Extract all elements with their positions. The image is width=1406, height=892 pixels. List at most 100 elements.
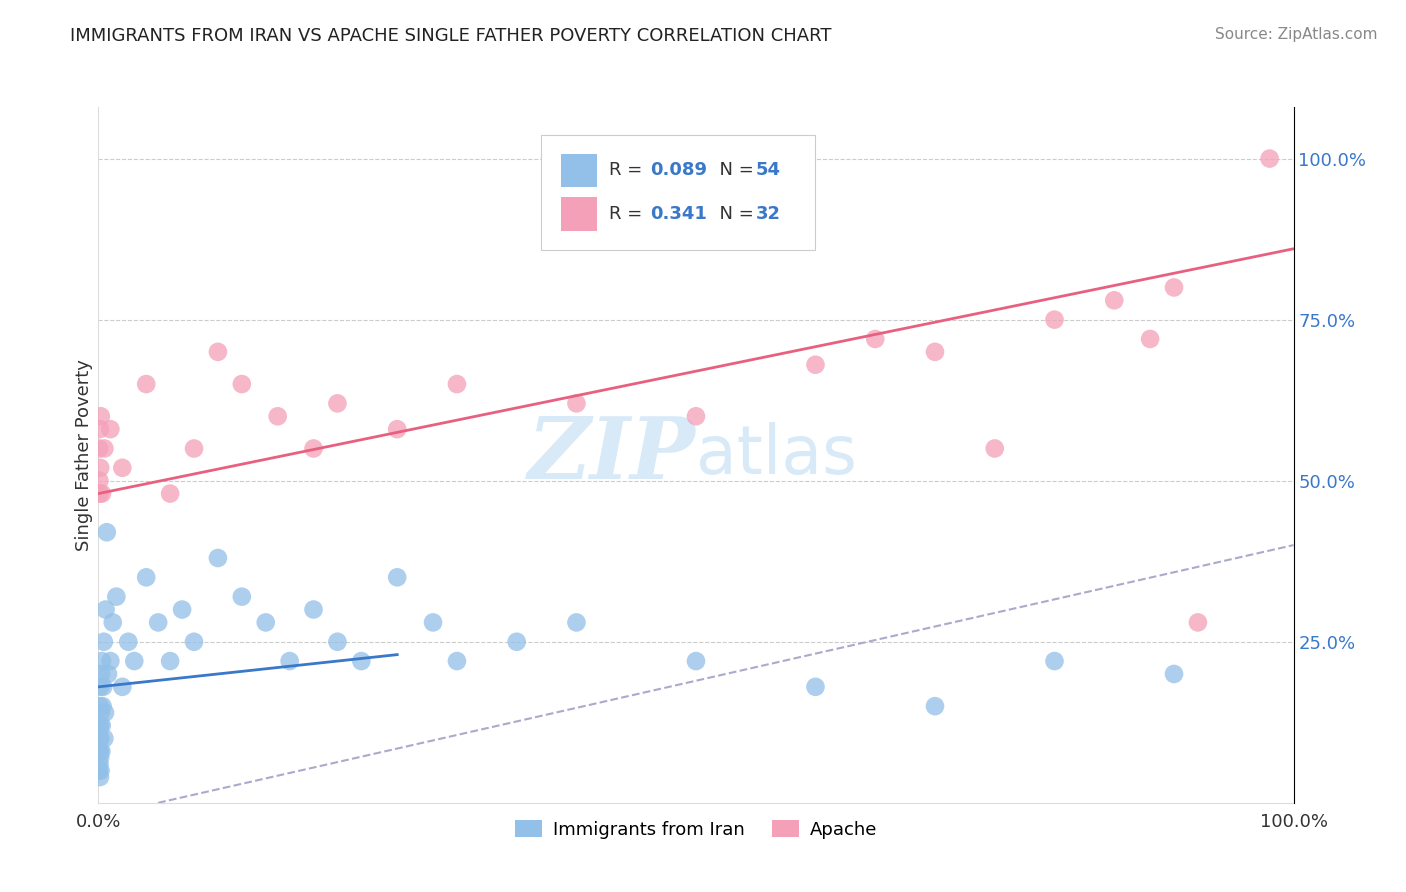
Point bbox=[1258, 152, 1281, 166]
Point bbox=[87, 764, 110, 778]
Point bbox=[183, 634, 205, 648]
Point bbox=[94, 706, 117, 720]
Point bbox=[1043, 654, 1066, 668]
Point bbox=[207, 551, 229, 566]
Point bbox=[565, 615, 588, 630]
Point bbox=[90, 744, 112, 758]
FancyBboxPatch shape bbox=[561, 197, 596, 231]
Point bbox=[446, 654, 468, 668]
Point bbox=[93, 634, 115, 648]
Point bbox=[135, 570, 157, 584]
Point bbox=[207, 344, 229, 359]
Point bbox=[90, 409, 112, 424]
Point bbox=[565, 396, 588, 410]
Point bbox=[89, 750, 111, 764]
Point bbox=[89, 718, 111, 732]
Point bbox=[159, 486, 181, 500]
Point bbox=[87, 442, 110, 456]
Point bbox=[111, 680, 134, 694]
Point bbox=[97, 667, 120, 681]
Point bbox=[231, 377, 253, 392]
Point bbox=[111, 460, 134, 475]
Point bbox=[89, 770, 111, 784]
Point bbox=[89, 680, 111, 694]
Point bbox=[89, 744, 111, 758]
Text: N =: N = bbox=[709, 205, 759, 223]
Point bbox=[446, 377, 468, 392]
Point bbox=[89, 731, 111, 746]
Point bbox=[98, 422, 122, 436]
Point bbox=[135, 377, 157, 392]
Point bbox=[89, 731, 111, 746]
Point bbox=[159, 654, 181, 668]
Point bbox=[385, 570, 409, 584]
Point bbox=[91, 654, 114, 668]
Point bbox=[93, 731, 115, 746]
Point bbox=[89, 460, 111, 475]
Point bbox=[94, 602, 117, 616]
Point bbox=[231, 590, 253, 604]
Point bbox=[1163, 280, 1185, 294]
Text: 54: 54 bbox=[756, 161, 780, 179]
Point bbox=[117, 634, 139, 648]
Point bbox=[1043, 312, 1066, 326]
Point bbox=[124, 654, 146, 668]
Point bbox=[89, 718, 111, 732]
Point bbox=[90, 706, 112, 720]
Point bbox=[90, 718, 112, 732]
Point bbox=[91, 699, 114, 714]
Point bbox=[93, 442, 115, 456]
Point bbox=[91, 680, 114, 694]
Point bbox=[865, 332, 887, 346]
Point bbox=[183, 442, 205, 456]
Point bbox=[302, 602, 325, 616]
Point bbox=[101, 615, 124, 630]
Point bbox=[1187, 615, 1209, 630]
Text: R =: R = bbox=[609, 161, 648, 179]
Text: IMMIGRANTS FROM IRAN VS APACHE SINGLE FATHER POVERTY CORRELATION CHART: IMMIGRANTS FROM IRAN VS APACHE SINGLE FA… bbox=[70, 27, 832, 45]
Y-axis label: Single Father Poverty: Single Father Poverty bbox=[75, 359, 93, 551]
Point bbox=[90, 764, 112, 778]
Point bbox=[91, 486, 114, 500]
Legend: Immigrants from Iran, Apache: Immigrants from Iran, Apache bbox=[508, 814, 884, 846]
Point bbox=[89, 744, 111, 758]
Point bbox=[924, 699, 946, 714]
Text: 32: 32 bbox=[756, 205, 780, 223]
Text: ZIP: ZIP bbox=[529, 413, 696, 497]
Point bbox=[685, 409, 707, 424]
Point bbox=[924, 344, 946, 359]
Point bbox=[89, 757, 111, 772]
Point bbox=[804, 680, 827, 694]
Point bbox=[385, 422, 409, 436]
Point bbox=[89, 474, 111, 488]
Point bbox=[326, 634, 349, 648]
Point bbox=[326, 396, 349, 410]
Text: N =: N = bbox=[709, 161, 759, 179]
Point bbox=[90, 667, 112, 681]
Point bbox=[1163, 667, 1185, 681]
Point bbox=[89, 699, 111, 714]
Point bbox=[278, 654, 301, 668]
Point bbox=[804, 358, 827, 372]
Point bbox=[254, 615, 277, 630]
Point bbox=[422, 615, 444, 630]
Point bbox=[1104, 293, 1126, 308]
FancyBboxPatch shape bbox=[541, 135, 815, 250]
Point bbox=[1139, 332, 1161, 346]
Point bbox=[172, 602, 194, 616]
FancyBboxPatch shape bbox=[561, 153, 596, 187]
Point bbox=[302, 442, 325, 456]
Point bbox=[350, 654, 373, 668]
Text: 0.341: 0.341 bbox=[651, 205, 707, 223]
Point bbox=[89, 486, 111, 500]
Point bbox=[506, 634, 529, 648]
Point bbox=[98, 654, 122, 668]
Text: R =: R = bbox=[609, 205, 654, 223]
Text: atlas: atlas bbox=[696, 422, 856, 488]
Text: Source: ZipAtlas.com: Source: ZipAtlas.com bbox=[1215, 27, 1378, 42]
Point bbox=[89, 422, 111, 436]
Point bbox=[148, 615, 170, 630]
Text: 0.089: 0.089 bbox=[651, 161, 707, 179]
Point bbox=[685, 654, 707, 668]
Point bbox=[984, 442, 1007, 456]
